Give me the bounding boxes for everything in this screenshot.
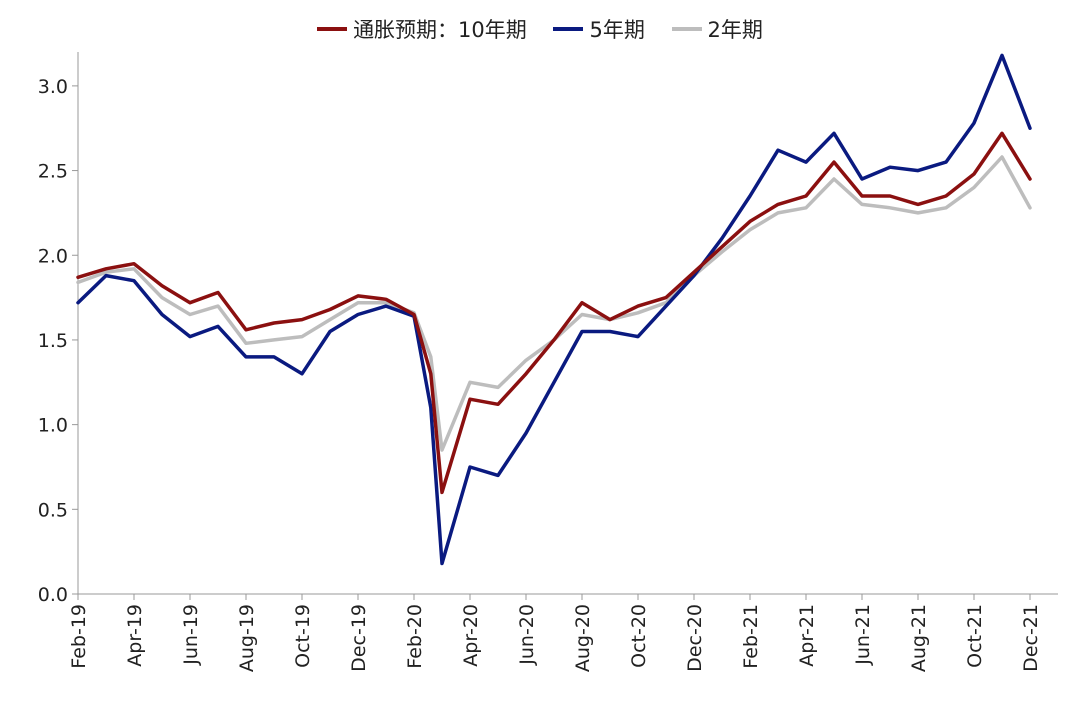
y-tick-label: 1.5: [38, 330, 68, 352]
legend-label-5y: 5年期: [589, 18, 645, 42]
x-tick-label: Aug-19: [236, 604, 258, 672]
y-tick-label: 2.5: [38, 161, 68, 183]
x-tick-label: Jun-20: [516, 604, 538, 666]
legend-swatch-10y: [317, 27, 348, 31]
series-line-2: [76, 155, 1032, 452]
x-tick-label: Dec-19: [348, 604, 370, 672]
x-tick-label: Oct-21: [964, 604, 986, 668]
x-tick-label: Dec-20: [684, 604, 706, 672]
x-tick-label: Dec-21: [1020, 604, 1042, 672]
series-line-0: [76, 131, 1032, 495]
y-tick-label: 2.0: [38, 245, 68, 267]
x-tick-label: Feb-20: [404, 604, 426, 669]
y-tick-label: 0.5: [38, 499, 68, 521]
x-tick-label: Oct-19: [292, 604, 314, 668]
legend-item-5y: 5年期: [553, 14, 645, 44]
legend-swatch-5y: [553, 27, 584, 31]
y-tick-label: 3.0: [38, 76, 68, 98]
x-tick-label: Oct-20: [628, 604, 650, 668]
x-tick-label: Jun-21: [852, 604, 874, 666]
legend-item-2y: 2年期: [671, 14, 763, 44]
legend: 通胀预期：10年期 5年期 2年期: [0, 14, 1080, 44]
legend-item-10y: 通胀预期：10年期: [317, 14, 527, 44]
y-tick-label: 1.0: [38, 415, 68, 437]
legend-label-2y: 2年期: [707, 18, 763, 42]
x-tick-label: Apr-19: [124, 604, 146, 667]
series-line-1: [76, 53, 1032, 566]
x-tick-label: Apr-20: [460, 604, 482, 667]
legend-label-10y: 通胀预期：10年期: [353, 18, 527, 42]
x-tick-label: Feb-19: [68, 604, 90, 669]
y-tick-label: 0.0: [38, 584, 68, 606]
x-tick-label: Feb-21: [740, 604, 762, 669]
x-tick-label: Apr-21: [796, 604, 818, 667]
x-tick-label: Jun-19: [180, 604, 202, 666]
legend-swatch-2y: [671, 27, 702, 31]
x-tick-label: Aug-21: [908, 604, 930, 672]
x-tick-label: Aug-20: [572, 604, 594, 672]
